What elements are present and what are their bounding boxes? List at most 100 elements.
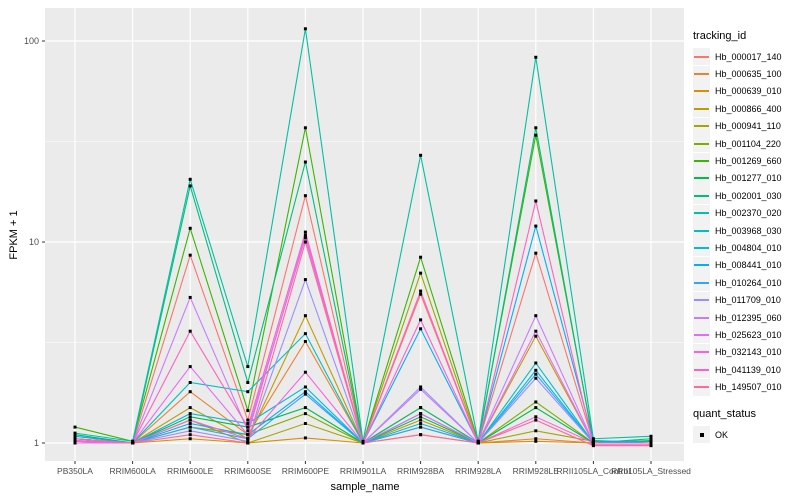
data-point — [188, 433, 192, 437]
data-point — [361, 439, 365, 443]
line-swatch-icon — [694, 160, 709, 163]
data-point — [419, 406, 423, 410]
data-point — [188, 415, 192, 419]
line-swatch-icon — [694, 107, 709, 110]
data-point — [246, 390, 250, 394]
series-color-swatch — [693, 274, 710, 292]
line-swatch-icon — [694, 142, 709, 145]
legend-label: Hb_011709_010 — [715, 295, 781, 306]
legend-item: Hb_002370_020 — [693, 204, 799, 222]
data-point — [303, 240, 307, 244]
data-point — [303, 194, 307, 198]
data-point — [188, 422, 192, 426]
data-point — [246, 418, 250, 422]
series-color-swatch — [693, 117, 710, 135]
line-swatch-icon — [694, 125, 709, 128]
data-point — [419, 385, 423, 389]
legend-item: Hb_008441_010 — [693, 256, 799, 274]
x-tick-label: RRII105LA_Stressed — [611, 466, 691, 476]
legend-item-ok: OK — [693, 426, 799, 443]
legend-label: Hb_012395_060 — [715, 312, 782, 323]
series-color-swatch — [693, 239, 710, 257]
data-point — [303, 390, 307, 394]
legend-item: Hb_000017_140 — [693, 48, 799, 66]
line-swatch-icon — [694, 229, 709, 232]
data-point — [303, 236, 307, 240]
data-point — [534, 406, 538, 410]
data-point — [188, 429, 192, 433]
data-point — [73, 431, 77, 435]
x-tick-label: RRIM600SE — [224, 466, 272, 476]
data-point — [534, 133, 538, 137]
data-point — [303, 406, 307, 410]
legend-item: Hb_000941_110 — [693, 117, 799, 135]
data-point — [303, 385, 307, 389]
x-axis-title: sample_name — [330, 481, 400, 493]
legend-title-tracking-id: tracking_id — [693, 30, 747, 42]
legend-label: Hb_000017_140 — [715, 51, 782, 62]
data-point — [246, 441, 250, 445]
data-point — [73, 437, 77, 441]
data-point — [188, 329, 192, 333]
data-point — [188, 184, 192, 188]
data-point — [534, 368, 538, 372]
series-color-swatch — [693, 222, 710, 240]
data-point — [131, 441, 135, 445]
legend: tracking_id Hb_000017_140 Hb_000635_100 Hb… — [693, 30, 799, 443]
data-point — [534, 55, 538, 59]
legend-label: Hb_032143_010 — [715, 347, 782, 358]
legend-item: Hb_011709_010 — [693, 291, 799, 309]
data-point — [131, 439, 135, 443]
legend-item: Hb_001277_010 — [693, 169, 799, 187]
legend-item: Hb_149507_010 — [693, 378, 799, 396]
line-swatch-icon — [694, 351, 709, 354]
legend-label: Hb_004804_010 — [715, 242, 782, 253]
x-tick-label: RRIM600LA — [109, 466, 156, 476]
legend-items: Hb_000017_140 Hb_000635_100 Hb_000639_010 H… — [693, 48, 799, 396]
legend-label: Hb_002001_030 — [715, 190, 782, 201]
data-point — [246, 433, 250, 437]
data-point — [419, 318, 423, 322]
series-color-swatch — [693, 65, 710, 83]
data-point — [419, 327, 423, 331]
data-point — [303, 412, 307, 416]
data-point — [534, 372, 538, 376]
x-tick-label: PB350LA — [57, 466, 93, 476]
line-swatch-icon — [694, 281, 709, 284]
data-point — [534, 314, 538, 318]
legend-label: Hb_008441_010 — [715, 260, 782, 271]
data-point — [303, 370, 307, 374]
data-point — [534, 334, 538, 338]
data-point — [303, 230, 307, 234]
x-tick-label: RRII105LA_Control — [557, 466, 631, 476]
data-point — [534, 418, 538, 422]
legend-item: Hb_032143_010 — [693, 343, 799, 361]
data-point — [73, 438, 77, 442]
data-point — [303, 160, 307, 164]
data-point — [649, 441, 653, 445]
legend-label: Hb_002370_020 — [715, 208, 782, 219]
data-point — [649, 444, 653, 448]
series-color-swatch — [693, 152, 710, 170]
data-point — [591, 441, 595, 445]
series-color-swatch — [693, 100, 710, 118]
data-point — [419, 433, 423, 437]
data-point — [419, 425, 423, 429]
legend-title-quant-status: quant_status — [693, 407, 756, 420]
data-point — [73, 441, 77, 445]
legend-label: Hb_041139_010 — [715, 364, 781, 375]
data-point — [246, 439, 250, 443]
x-tick-label: RRIM600PE — [282, 466, 330, 476]
legend-item: Hb_012395_060 — [693, 309, 799, 327]
legend-label: Hb_003968_030 — [715, 225, 782, 236]
line-swatch-icon — [694, 368, 709, 371]
legend-label: Hb_001104_220 — [715, 138, 781, 149]
legend-item: Hb_003968_030 — [693, 222, 799, 240]
data-point — [419, 153, 423, 157]
y-axis-title: FPKM + 1 — [8, 210, 20, 260]
data-point — [534, 415, 538, 419]
series-color-swatch — [693, 82, 710, 100]
data-point — [73, 425, 77, 429]
